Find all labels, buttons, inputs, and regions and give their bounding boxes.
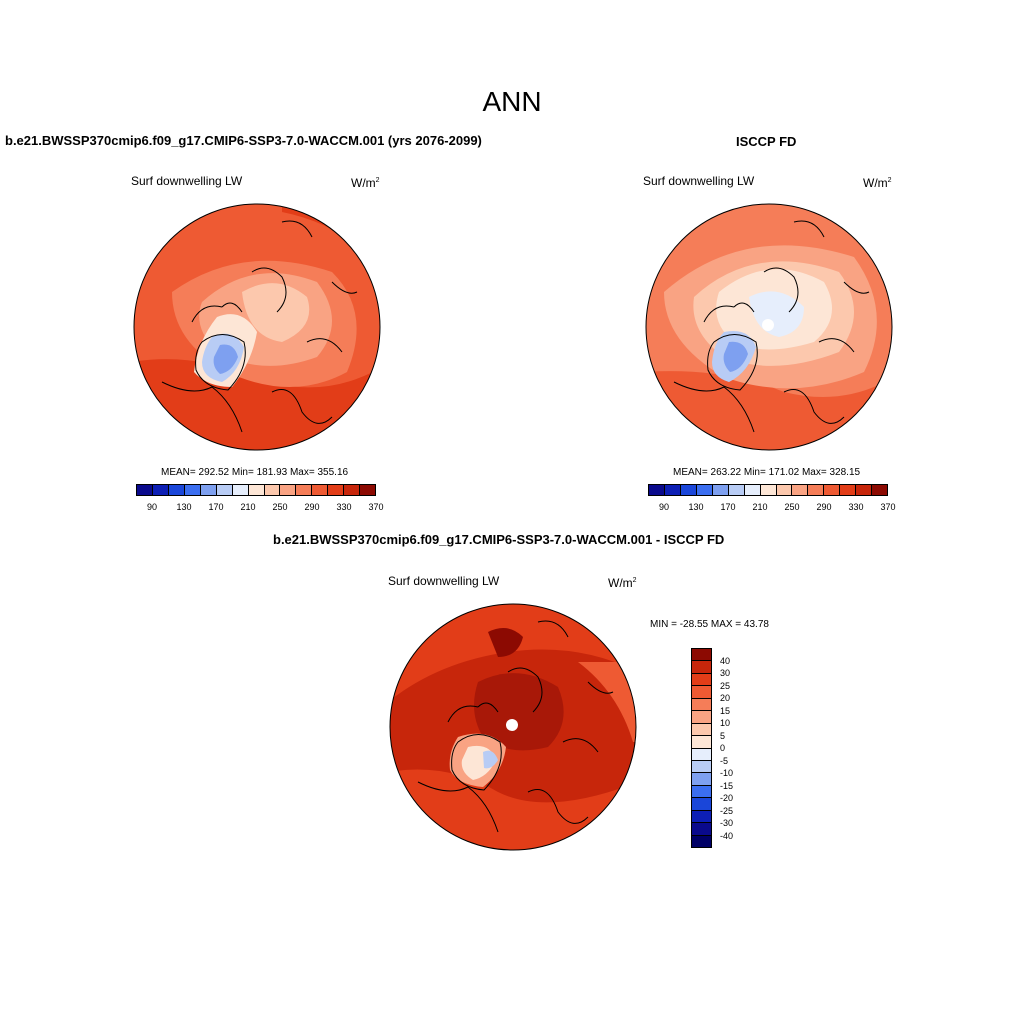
colorbar-tick-label: 170	[208, 502, 224, 512]
colorbar-swatch	[152, 485, 169, 495]
colorbar-tick-label: 10	[720, 718, 731, 728]
colorbar-tick-label: -15	[720, 780, 734, 791]
panel-3-unit-label: W/m2	[608, 576, 637, 590]
colorbar-swatch	[692, 736, 711, 749]
colorbar-tick-label: 20	[720, 693, 731, 703]
colorbar-swatch	[692, 649, 711, 662]
panel-1-variable-label: Surf downwelling LW	[131, 174, 243, 188]
colorbar-swatch	[328, 485, 345, 495]
colorbar-swatch	[184, 485, 201, 495]
colorbar-tick-label: 370	[368, 502, 384, 512]
panel-1-title: b.e21.BWSSP370cmip6.f09_g17.CMIP6-SSP3-7…	[5, 133, 482, 148]
colorbar-swatch	[649, 485, 665, 495]
panel-1-unit-label: W/m2	[351, 176, 380, 190]
colorbar-swatch	[728, 485, 745, 495]
colorbar-swatch	[824, 485, 841, 495]
colorbar-tick-label: 330	[848, 502, 864, 512]
colorbar-swatch	[808, 485, 825, 495]
colorbar-swatch	[692, 723, 711, 737]
colorbar-swatch	[744, 485, 761, 495]
panel-2-title: ISCCP FD	[736, 134, 797, 149]
colorbar-tick-label: 90	[658, 502, 670, 512]
panel-2-unit-label: W/m2	[863, 176, 892, 190]
colorbar-tick-label: 25	[720, 680, 731, 691]
panel-3-variable-label: Surf downwelling LW	[388, 574, 500, 588]
colorbar-swatch	[232, 485, 249, 495]
colorbar-swatch	[200, 485, 217, 495]
panel-2-stats: MEAN= 263.22 Min= 171.02 Max= 328.15	[673, 467, 861, 478]
colorbar-tick-label: 5	[720, 730, 726, 741]
panel-2-variable-label: Surf downwelling LW	[643, 174, 755, 188]
colorbar-tick-label: 290	[304, 502, 320, 512]
colorbar-swatch	[692, 748, 711, 761]
colorbar-tick-label: 130	[688, 502, 704, 512]
colorbar-swatch	[692, 810, 711, 824]
colorbar-tick-label: 15	[720, 705, 731, 716]
colorbar-tick-label: 170	[720, 502, 736, 512]
colorbar-swatch	[664, 485, 681, 495]
panel-3-title: b.e21.BWSSP370cmip6.f09_g17.CMIP6-SSP3-7…	[273, 532, 725, 547]
colorbar-swatch	[692, 798, 711, 811]
colorbar-swatch	[280, 485, 297, 495]
figure-title: ANN	[482, 86, 542, 117]
colorbar-tick-label: 40	[720, 655, 731, 666]
colorbar-tick-label: -10	[720, 768, 734, 778]
colorbar-swatch	[692, 823, 711, 836]
colorbar-tick-label: 290	[816, 502, 832, 512]
colorbar-swatch	[248, 485, 265, 495]
colorbar-tick-label: 250	[272, 502, 288, 512]
colorbar-swatch	[360, 485, 376, 495]
colorbar-tick-label: 250	[784, 502, 800, 512]
colorbar-swatch	[216, 485, 233, 495]
colorbar-tick-label: 210	[240, 502, 256, 512]
panel-2-colorbar	[648, 484, 888, 496]
panel-1-polar-map	[133, 203, 381, 451]
panel-3-polar-map	[389, 603, 637, 851]
panel-1-colorbar	[136, 484, 376, 496]
colorbar-tick-label: 30	[720, 668, 731, 678]
colorbar-swatch	[692, 835, 711, 847]
colorbar-swatch	[792, 485, 809, 495]
colorbar-tick-label: -25	[720, 805, 734, 816]
colorbar-swatch	[344, 485, 361, 495]
panel-2-polar-map	[645, 203, 893, 451]
colorbar-swatch	[692, 661, 711, 674]
colorbar-swatch	[692, 686, 711, 699]
colorbar-swatch	[264, 485, 281, 495]
colorbar-tick-label: -40	[720, 830, 734, 841]
colorbar-swatch	[696, 485, 713, 495]
colorbar-tick-label: -5	[720, 755, 729, 766]
colorbar-tick-label: 210	[752, 502, 768, 512]
colorbar-swatch	[692, 698, 711, 712]
colorbar-swatch	[840, 485, 857, 495]
panel-3-stats: MIN = -28.55 MAX = 43.78	[650, 619, 769, 630]
colorbar-tick-label: 370	[880, 502, 896, 512]
colorbar-swatch	[312, 485, 329, 495]
colorbar-swatch	[680, 485, 697, 495]
colorbar-swatch	[692, 711, 711, 724]
panel-3-colorbar	[691, 648, 712, 848]
colorbar-swatch	[296, 485, 313, 495]
colorbar-swatch	[760, 485, 777, 495]
colorbar-swatch	[856, 485, 873, 495]
panel-1-stats: MEAN= 292.52 Min= 181.93 Max= 355.16	[161, 467, 349, 478]
colorbar-swatch	[168, 485, 185, 495]
colorbar-swatch	[692, 785, 711, 799]
colorbar-tick-label: 330	[336, 502, 352, 512]
colorbar-swatch	[776, 485, 793, 495]
colorbar-swatch	[872, 485, 888, 495]
colorbar-swatch	[712, 485, 729, 495]
colorbar-tick-label: -20	[720, 793, 734, 803]
colorbar-swatch	[692, 773, 711, 786]
colorbar-swatch	[692, 673, 711, 687]
colorbar-tick-label: 0	[720, 743, 726, 753]
colorbar-tick-label: 130	[176, 502, 192, 512]
colorbar-swatch	[692, 760, 711, 774]
colorbar-tick-label: 90	[146, 502, 158, 512]
colorbar-tick-label: -30	[720, 818, 734, 828]
colorbar-swatch	[137, 485, 153, 495]
